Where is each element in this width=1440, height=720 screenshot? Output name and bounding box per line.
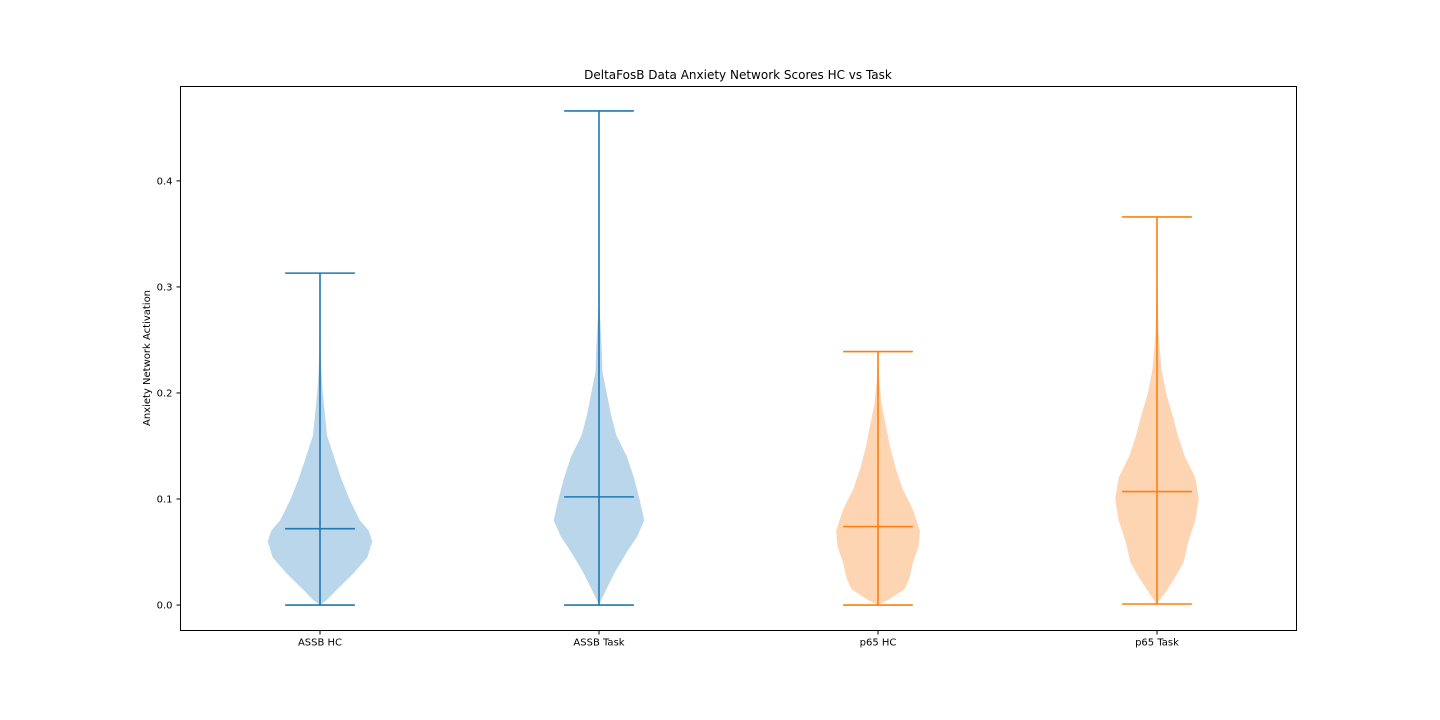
x-tick-label: p65 HC [860,638,897,649]
y-tick-label: 0.4 [157,176,173,187]
chart-title: DeltaFosB Data Anxiety Network Scores HC… [584,68,892,82]
y-axis: 0.0 0.1 0.2 0.3 0.4 [157,176,181,612]
y-axis-label: Anxiety Network Activation [142,290,153,426]
x-axis: ASSB HC ASSB Task p65 HC p65 Task [298,630,1179,649]
x-tick-label: p65 Task [1135,638,1179,649]
violins-group [267,110,1199,606]
plot-area-frame [180,86,1297,631]
x-tick-label: ASSB HC [298,638,342,649]
y-tick-label: 0.3 [157,282,173,293]
x-tick-label: ASSB Task [573,638,624,649]
y-tick-label: 0.0 [157,601,173,612]
y-tick-label: 0.1 [157,495,173,506]
y-tick-label: 0.2 [157,388,173,399]
